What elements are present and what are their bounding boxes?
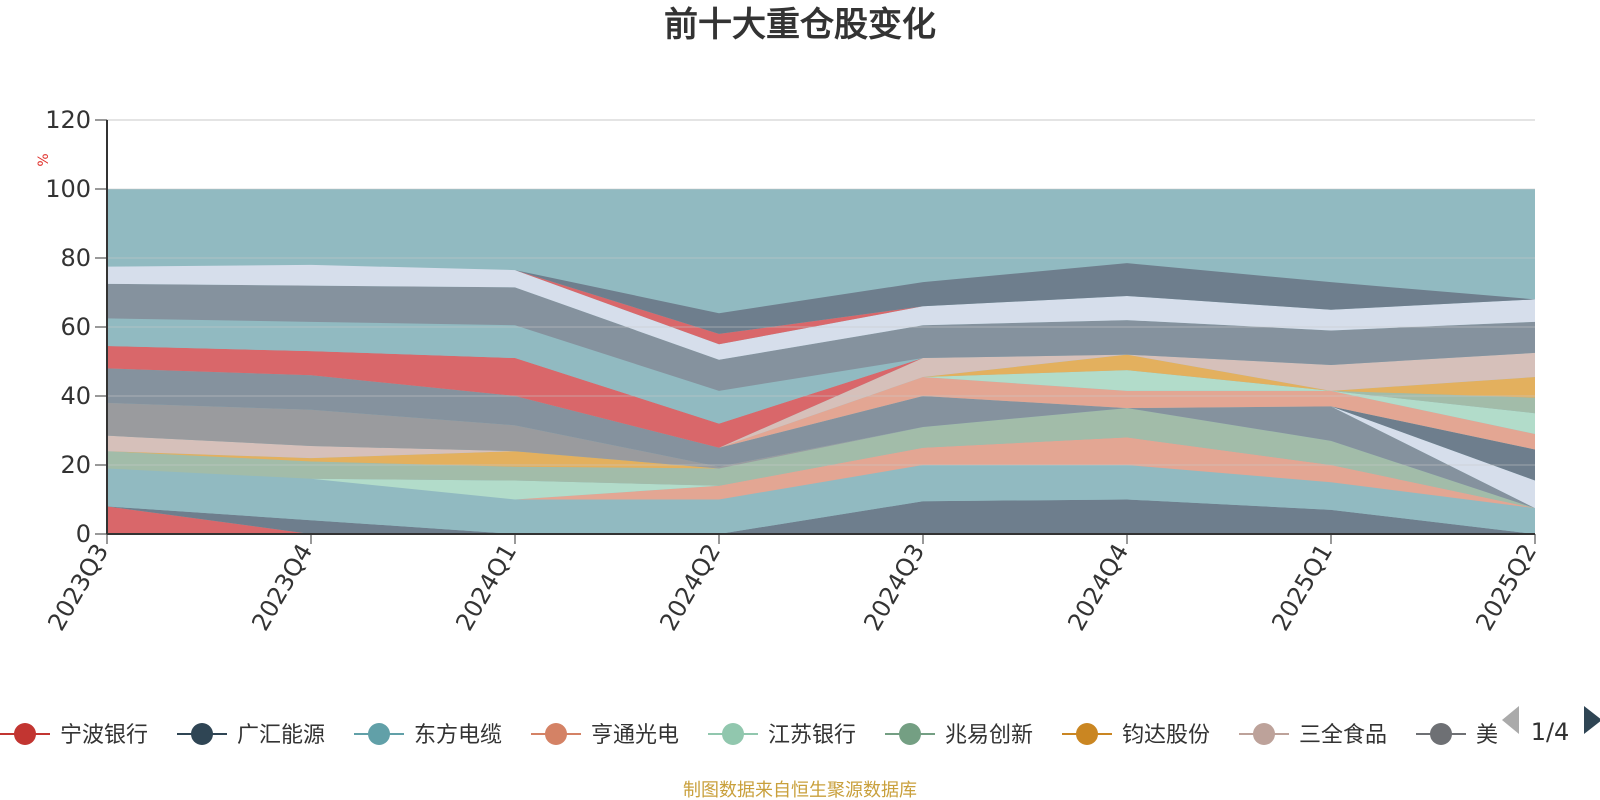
chart-title: 前十大重仓股变化: [664, 5, 936, 45]
legend-item[interactable]: 亨通光电: [531, 723, 679, 748]
legend-marker-icon: [191, 723, 213, 745]
y-tick-label: 120: [45, 106, 91, 134]
area-band-8: [107, 402, 1535, 509]
x-tick-label: 2025Q2: [1470, 539, 1542, 635]
legend-item[interactable]: 广汇能源: [177, 723, 325, 748]
legend-label: 江苏银行: [768, 723, 856, 748]
area-band-1: [107, 499, 1535, 534]
legend-label: 三全食品: [1299, 723, 1387, 748]
legend-prev-icon[interactable]: [1502, 706, 1519, 734]
area-band-0: [107, 506, 1535, 534]
legend-marker-icon: [1430, 723, 1452, 745]
area-band-14: [107, 368, 1535, 448]
legend-item[interactable]: 美: [1416, 723, 1498, 748]
x-tick-label: 2025Q1: [1266, 539, 1338, 635]
data-source-note: 制图数据来自恒生聚源数据库: [683, 780, 917, 800]
legend-marker-icon: [1253, 723, 1275, 745]
x-tick-label: 2023Q4: [246, 539, 318, 635]
legend-next-icon[interactable]: [1584, 706, 1600, 734]
x-tick-label: 2024Q4: [1062, 539, 1134, 635]
x-tick-label: 2024Q3: [858, 539, 930, 635]
legend-marker-icon: [899, 723, 921, 745]
area-band-6: [107, 408, 1535, 509]
legend-label: 亨通光电: [591, 723, 679, 748]
legend-label: 宁波银行: [60, 723, 148, 748]
y-tick-label: 100: [45, 175, 91, 203]
legend-label: 兆易创新: [945, 723, 1033, 748]
area-band-17: [107, 352, 1535, 448]
legend: 宁波银行 广汇能源 东方电缆 亨通光电 江苏银行 兆易创新 钧达股份 三全食品 美: [0, 723, 1498, 748]
y-tick-label: 80: [60, 244, 91, 272]
legend-item[interactable]: 江苏银行: [708, 723, 856, 748]
legend-marker-icon: [14, 723, 36, 745]
legend-label: 美: [1476, 723, 1498, 748]
x-tick-label: 2023Q3: [42, 539, 114, 635]
legend-marker-icon: [368, 723, 390, 745]
legend-label: 钧达股份: [1122, 723, 1210, 748]
area-band-23: [107, 263, 1535, 334]
area-band-3: [107, 437, 1535, 509]
legend-marker-icon: [1076, 723, 1098, 745]
legend-page-indicator: 1/4: [1531, 718, 1570, 746]
legend-label: 广汇能源: [237, 723, 325, 748]
area-band-9: [107, 368, 1535, 509]
legend-item[interactable]: 宁波银行: [0, 723, 148, 748]
area-band-20: [107, 283, 1535, 391]
legend-marker-icon: [545, 723, 567, 745]
area-band-21: [107, 264, 1535, 360]
y-tick-label: 60: [60, 313, 91, 341]
legend-label: 东方电缆: [414, 723, 502, 748]
x-tick-label: 2024Q2: [654, 539, 726, 635]
plot-area: [107, 189, 1535, 534]
y-axis-unit: %: [36, 153, 52, 166]
area-band-5: [107, 408, 1535, 509]
legend-item[interactable]: 钧达股份: [1062, 723, 1210, 748]
legend-item[interactable]: 兆易创新: [885, 723, 1033, 748]
area-band-4: [107, 437, 1535, 509]
legend-marker-icon: [722, 723, 744, 745]
area-band-2: [107, 465, 1535, 534]
y-tick-label: 0: [76, 520, 91, 548]
area-band-19: [107, 318, 1535, 424]
legend-item[interactable]: 东方电缆: [354, 723, 502, 748]
y-tick-label: 20: [60, 451, 91, 479]
legend-item[interactable]: 三全食品: [1239, 723, 1387, 748]
area-band-18: [107, 345, 1535, 448]
y-tick-label: 40: [60, 382, 91, 410]
x-tick-label: 2024Q1: [450, 539, 522, 635]
